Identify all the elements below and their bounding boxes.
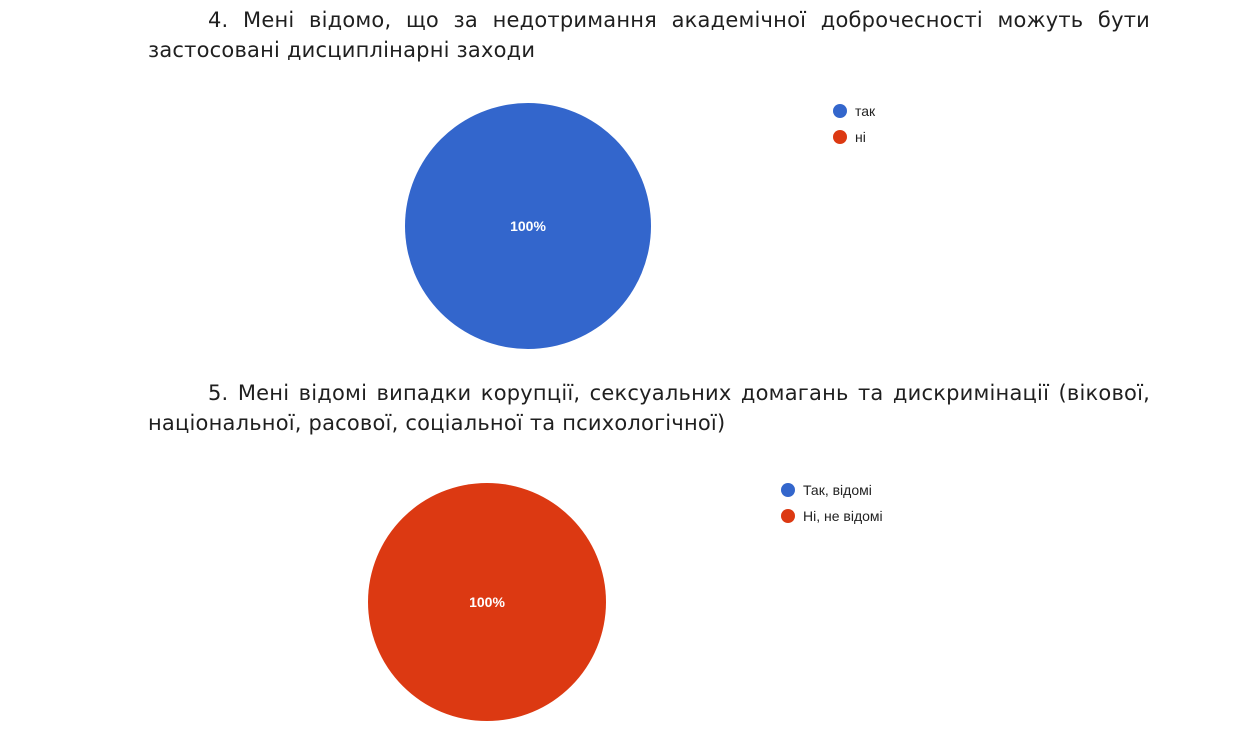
pie-chart-question-5: 100% Так, відомі Ні, не відомі: [368, 482, 883, 721]
legend-marker-ні: [833, 130, 847, 144]
pie-chart-question-4: 100% так ні: [405, 103, 876, 349]
legend-label-так: так: [855, 103, 876, 119]
pie-slice-percent-label: 100%: [469, 594, 505, 610]
legend-marker-так-відомі: [781, 483, 795, 497]
legend-marker-ні-не-відомі: [781, 509, 795, 523]
legend-label-ні: ні: [855, 129, 866, 145]
pie-slice-ні-не-відомі: [368, 483, 606, 721]
question-4-text: 4. Мені відомо, що за недотримання акаде…: [148, 8, 1150, 62]
legend-label-ні-не-відомі: Ні, не відомі: [803, 508, 883, 524]
pie-slice-так: [405, 103, 651, 349]
legend-label-так-відомі: Так, відомі: [803, 482, 872, 498]
legend-marker-так: [833, 104, 847, 118]
pie-slice-percent-label: 100%: [510, 218, 546, 234]
question-5-text: 5. Мені відомі випадки корупції, сексуал…: [148, 381, 1150, 435]
